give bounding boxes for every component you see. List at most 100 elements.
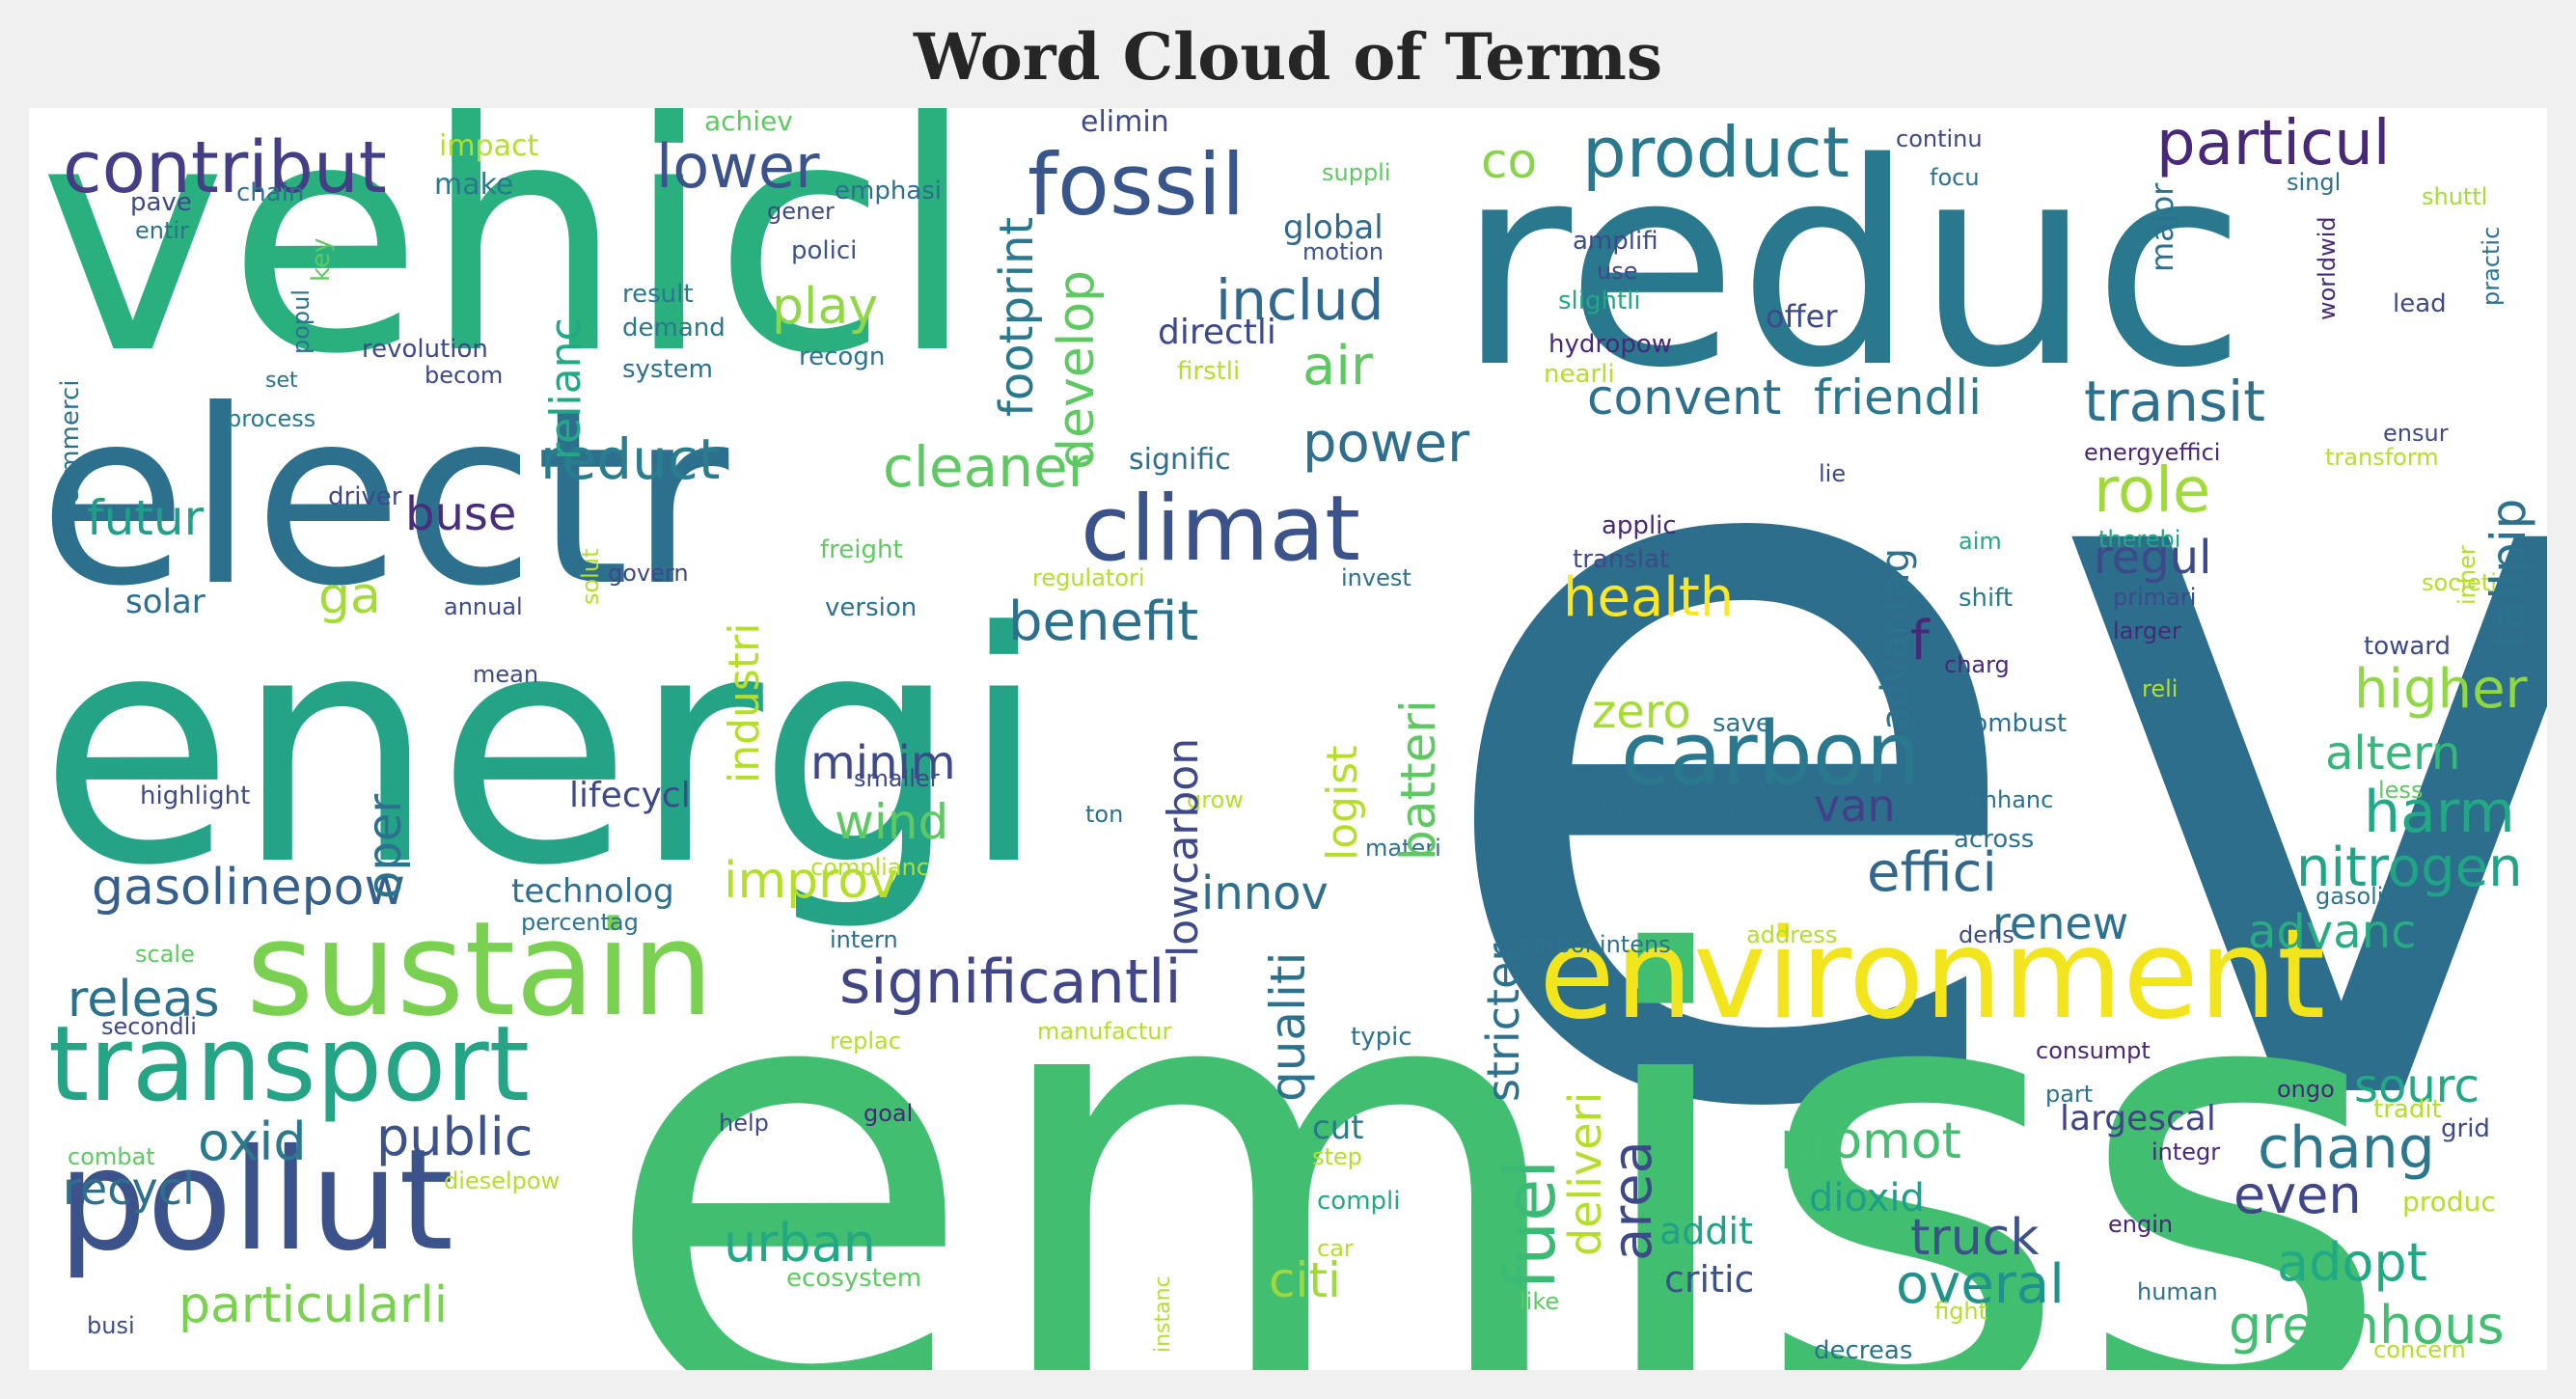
- word-charg: charg: [1944, 651, 2010, 678]
- word-integr: integr: [2151, 1138, 2221, 1166]
- word-revolution: revolution: [362, 335, 488, 364]
- word-industri: industri: [720, 622, 769, 783]
- word-logist: logist: [1318, 745, 1367, 861]
- word-polici: polici: [791, 236, 858, 265]
- word-lower: lower: [656, 131, 820, 202]
- word-gasolinepow: gasolinepow: [92, 859, 405, 917]
- word-make: make: [434, 168, 514, 202]
- word-benefit: benefit: [1008, 590, 1199, 653]
- word-toward: toward: [2364, 632, 2452, 661]
- word-transform: transform: [2325, 444, 2439, 471]
- word-worldwid: worldwid: [2314, 216, 2341, 320]
- word-singl: singl: [2287, 169, 2342, 196]
- word-dieselpow: dieselpow: [444, 1167, 561, 1194]
- word-advantag: advantag: [1874, 547, 1918, 730]
- word-futur: futur: [87, 490, 205, 546]
- word-motion: motion: [1302, 238, 1384, 265]
- word-convent: convent: [1587, 370, 1782, 425]
- word-citi: citi: [1269, 1252, 1341, 1308]
- word-recycl: recycl: [63, 1163, 195, 1215]
- word-replac: replac: [830, 1028, 901, 1055]
- word-cleaner: cleaner: [883, 434, 1091, 500]
- word-becom: becom: [425, 362, 504, 389]
- word-dioxid: dioxid: [1809, 1176, 1925, 1221]
- word-carbon: carbon: [1621, 703, 1921, 805]
- word-version: version: [825, 593, 918, 622]
- word-less: less: [2378, 777, 2424, 804]
- word-wind: wind: [835, 794, 949, 850]
- word-larger: larger: [2113, 617, 2181, 645]
- word-govern: govern: [608, 560, 689, 587]
- word-oper: oper: [358, 793, 412, 899]
- word-develop: develop: [1048, 269, 1106, 470]
- word-role: role: [2094, 455, 2211, 527]
- word-aim: aim: [1959, 528, 2002, 555]
- word-technolog: technolog: [511, 872, 674, 911]
- word-primari: primari: [2113, 584, 2197, 611]
- word-significantli: significantli: [839, 946, 1182, 1017]
- word-van: van: [1814, 780, 1896, 832]
- word-largescal: largescal: [2060, 1099, 2216, 1138]
- word-harm: harm: [2364, 779, 2515, 846]
- word-product: product: [1582, 112, 1850, 193]
- word-fuel: fuel: [1490, 1159, 1571, 1290]
- word-elimin: elimin: [1081, 108, 1169, 139]
- word-pave: pave: [130, 188, 192, 217]
- word-materi: materi: [1365, 835, 1441, 862]
- word-air: air: [1302, 335, 1373, 398]
- word-compli: compli: [1317, 1187, 1401, 1216]
- word-regulatori: regulatori: [1032, 564, 1145, 591]
- word-fossil: fossil: [1028, 135, 1246, 234]
- word-health: health: [1563, 566, 1735, 629]
- word-translat: translat: [1573, 545, 1670, 574]
- word-chang: chang: [2258, 1114, 2435, 1182]
- word-combat: combat: [68, 1143, 155, 1170]
- word-shift: shift: [1959, 584, 2014, 613]
- word-f: f: [1910, 610, 1930, 672]
- word-freight: freight: [820, 535, 903, 564]
- word-cloud: ev emiss vehicl energi reduc electr environmen…: [29, 108, 2547, 1370]
- word-goal: goal: [863, 1100, 914, 1127]
- word-improv: improv: [724, 852, 898, 910]
- word-engin: engin: [2108, 1211, 2174, 1238]
- word-transport: transport: [48, 1004, 531, 1125]
- word-contribut: contribut: [63, 126, 387, 209]
- word-grow: grow: [1187, 786, 1244, 813]
- word-reli: reli: [2142, 675, 2179, 702]
- word-promot: promot: [1780, 1112, 1961, 1170]
- word-mean: mean: [473, 661, 539, 688]
- word-ton: ton: [1085, 801, 1124, 828]
- word-energyeffici: energyeffici: [2084, 439, 2221, 466]
- word-tradit: tradit: [2373, 1095, 2442, 1124]
- word-ev: ev: [1418, 150, 2547, 1330]
- word-focu: focu: [1930, 164, 1980, 191]
- word-amplifi: amplifi: [1573, 227, 1658, 256]
- word-urban: urban: [724, 1213, 877, 1274]
- word-decreas: decreas: [1814, 1336, 1913, 1365]
- word-sustain: sustain: [246, 893, 714, 1045]
- word-highlight: highlight: [140, 782, 251, 810]
- word-public: public: [376, 1107, 534, 1167]
- word-overal: overal: [1896, 1253, 2065, 1316]
- word-ga: ga: [318, 567, 381, 625]
- word-emphasi: emphasi: [835, 177, 943, 206]
- word-lifecycl: lifecycl: [569, 776, 691, 815]
- word-energi: energi: [39, 564, 1049, 935]
- word-impact: impact: [439, 129, 539, 163]
- word-complianc: complianc: [810, 854, 929, 881]
- word-achiev: achiev: [704, 108, 793, 137]
- word-key: key: [307, 237, 336, 282]
- word-particul: particul: [2156, 108, 2391, 179]
- word-popul: popul: [288, 288, 315, 354]
- word-minim: minim: [810, 736, 956, 790]
- word-suppli: suppli: [1322, 159, 1391, 186]
- word-inher: inher: [2453, 545, 2480, 605]
- word-slightli: slightli: [1558, 287, 1641, 315]
- word-climat: climat: [1081, 477, 1360, 582]
- word-lie: lie: [1819, 460, 1847, 487]
- word-across: across: [1954, 825, 2035, 854]
- word-busi: busi: [87, 1312, 135, 1339]
- word-grid: grid: [2441, 1114, 2490, 1143]
- word-commerci: commerci: [56, 379, 85, 505]
- word-demand: demand: [622, 314, 726, 343]
